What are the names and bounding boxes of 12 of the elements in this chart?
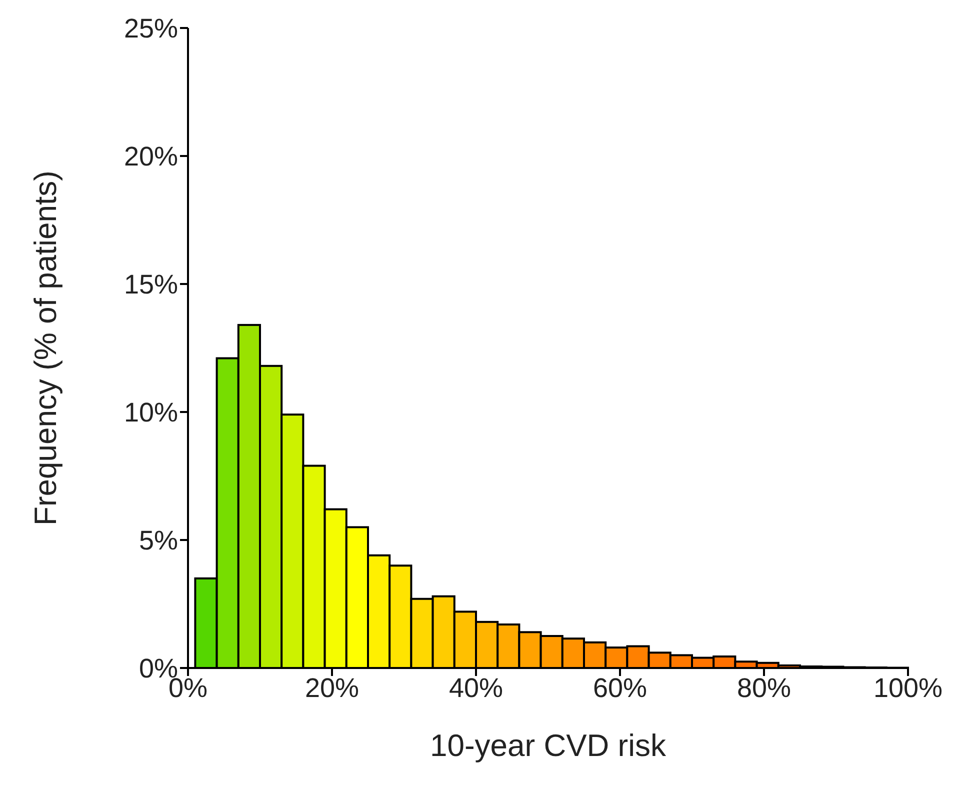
x-tick-label: 60%: [592, 673, 648, 704]
x-tick-label: 80%: [736, 673, 792, 704]
x-tick-label: 20%: [304, 673, 360, 704]
y-axis-title: Frequency (% of patients): [28, 170, 63, 526]
y-tick-label: 5%: [138, 526, 178, 556]
y-tick-label: 20%: [124, 142, 178, 172]
x-axis-title: 10-year CVD risk: [430, 728, 666, 763]
x-tick-label: 40%: [448, 673, 504, 704]
x-tick-label: 100%: [873, 673, 943, 704]
y-tick-label: 15%: [124, 270, 178, 300]
y-tick-label: 25%: [124, 14, 178, 44]
y-tick-label: 10%: [124, 398, 178, 428]
